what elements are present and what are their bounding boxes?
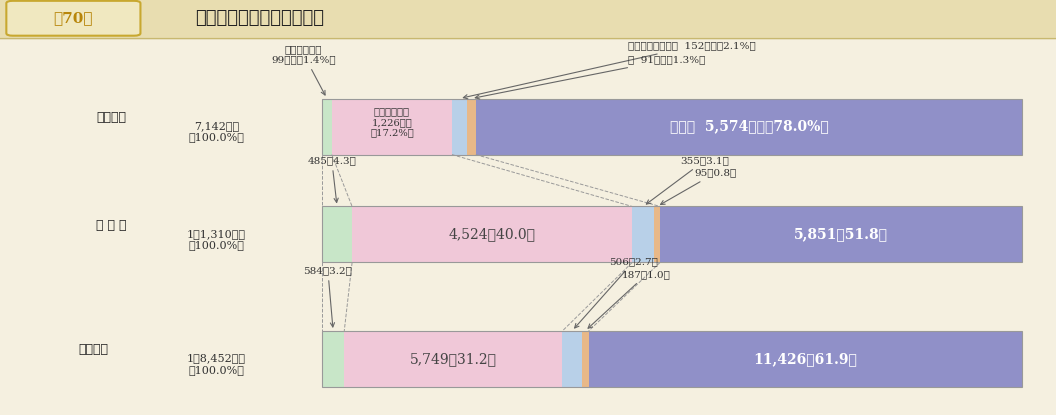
Bar	[582, 331, 588, 387]
Text: その他  5,574億円（78.0%）: その他 5,574億円（78.0%）	[670, 120, 828, 134]
Bar	[633, 206, 654, 263]
Bar	[322, 206, 352, 263]
Text: 市 町 村: 市 町 村	[96, 219, 126, 232]
Text: 95（0.8）: 95（0.8）	[661, 168, 736, 205]
Text: 7,142億円
（100.0%）: 7,142億円 （100.0%）	[189, 121, 244, 142]
FancyBboxPatch shape	[0, 0, 1056, 39]
Text: 506（2.7）: 506（2.7）	[574, 257, 658, 328]
Bar	[322, 98, 332, 155]
Bar	[322, 206, 1022, 263]
Text: 187（1.0）: 187（1.0）	[588, 270, 671, 328]
Text: 584（3.2）: 584（3.2）	[303, 266, 353, 327]
Bar	[654, 206, 660, 263]
Text: 用地取得費の取得先別内訳: 用地取得費の取得先別内訳	[195, 9, 324, 27]
Text: 国  91億円（1.3%）: 国 91億円（1.3%）	[475, 55, 705, 99]
Bar	[467, 98, 476, 155]
Text: 合　　計: 合 計	[78, 343, 108, 356]
Text: 第70図: 第70図	[53, 11, 93, 25]
Bar	[660, 206, 1022, 263]
Bar	[322, 331, 1022, 387]
Bar	[452, 98, 467, 155]
Text: 355（3.1）: 355（3.1）	[646, 156, 729, 204]
Text: 他の地方公共団体  152億円（2.1%）: 他の地方公共団体 152億円（2.1%）	[464, 42, 756, 99]
Text: 5,851（51.8）: 5,851（51.8）	[794, 227, 888, 242]
Text: 1兆8,452億円
（100.0%）: 1兆8,452億円 （100.0%）	[187, 353, 246, 375]
Text: 5,749（31.2）: 5,749（31.2）	[410, 352, 496, 366]
Text: 1兆1,310億円
（100.0%）: 1兆1,310億円 （100.0%）	[187, 229, 246, 250]
Text: 11,426（61.9）: 11,426（61.9）	[754, 352, 857, 366]
Bar	[588, 331, 1022, 387]
Bar	[352, 206, 633, 263]
Text: 土地開発公社
1,226億円
（17.2%）: 土地開発公社 1,226億円 （17.2%）	[370, 107, 414, 137]
Bar	[344, 331, 563, 387]
Text: 4,524（40.0）: 4,524（40.0）	[449, 227, 535, 242]
Text: 485（4.3）: 485（4.3）	[307, 156, 356, 203]
Bar	[563, 331, 582, 387]
Text: 都道府県: 都道府県	[96, 111, 126, 124]
Bar	[332, 98, 452, 155]
Bar	[476, 98, 1022, 155]
Text: 土地開発基金
99億円（1.4%）: 土地開発基金 99億円（1.4%）	[271, 45, 336, 95]
Bar	[322, 98, 1022, 155]
FancyBboxPatch shape	[6, 1, 140, 36]
Bar	[322, 331, 344, 387]
